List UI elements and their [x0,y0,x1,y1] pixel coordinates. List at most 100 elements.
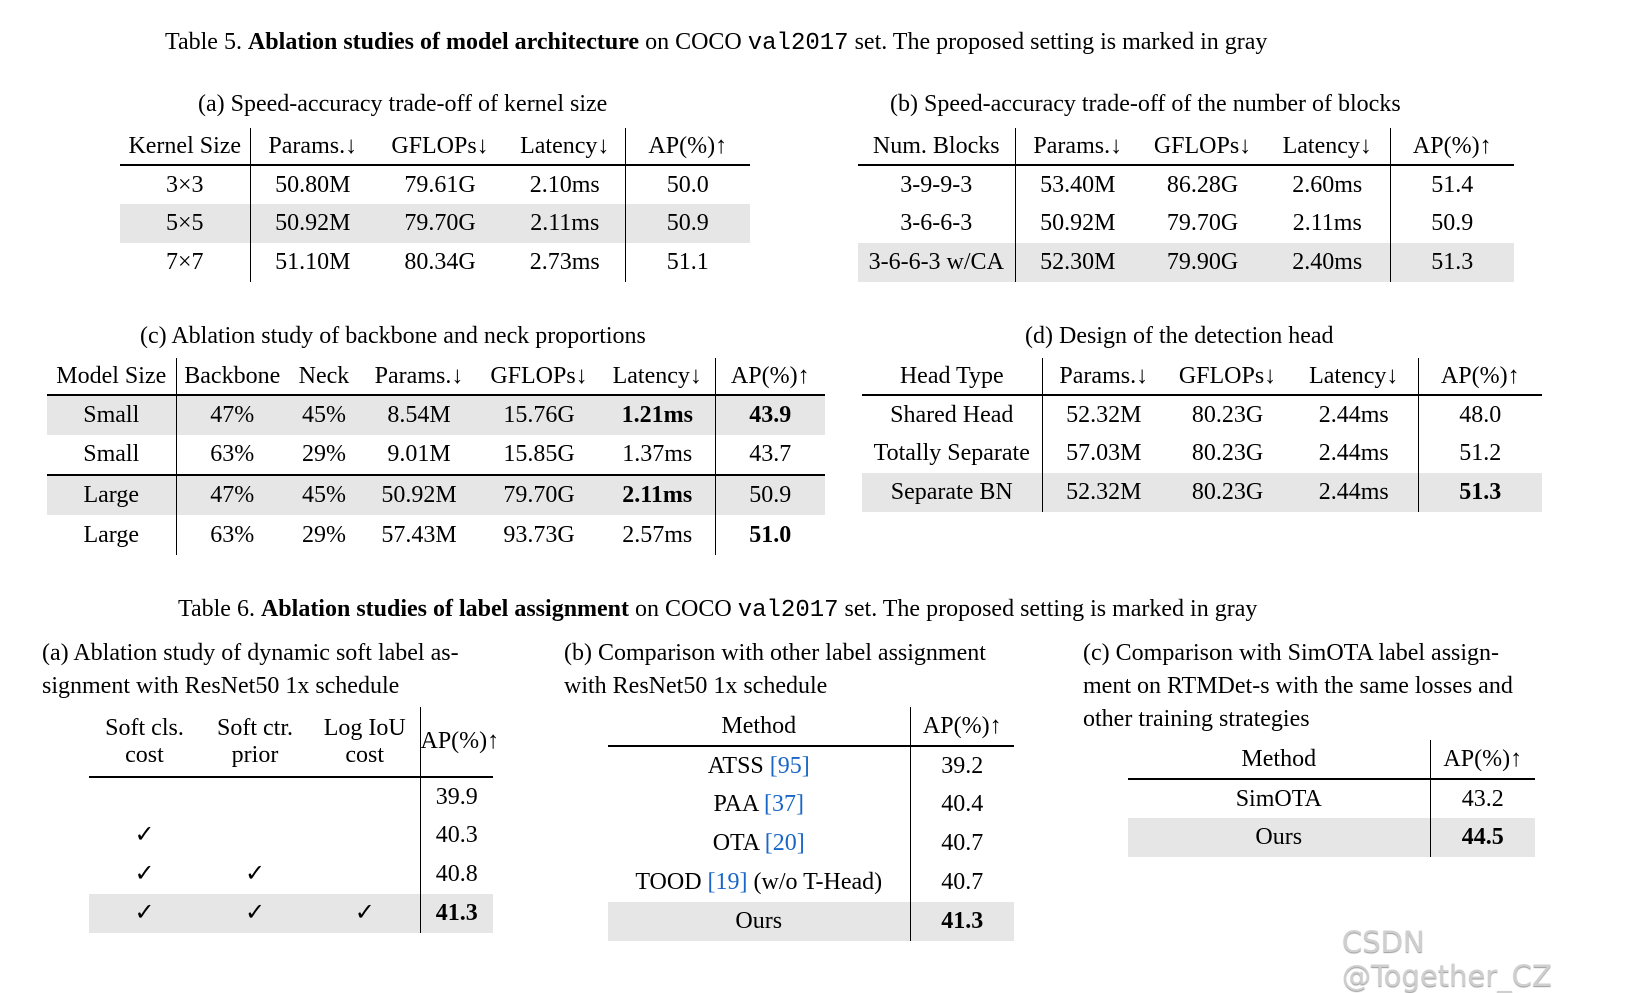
table-cell: 40.7 [910,863,1014,902]
column-header: GFLOPs↓ [478,358,600,396]
cell-text: 3×3 [165,171,204,198]
cell-text: 57.03M [1066,440,1142,467]
cell-text: 15.85G [503,441,575,468]
caption-code: val2017 [737,597,839,624]
table-cell: 2.11ms [600,474,716,515]
cell-text: (w/o T-Head) [747,869,883,896]
citation-link[interactable]: [95] [769,752,810,779]
table-cell: 86.28G [1140,165,1265,204]
table-cell: 40.4 [910,785,1014,824]
header-text: AP(%)↑ [1412,132,1492,159]
header-text: Num. Blocks [872,132,1000,159]
caption-line: signment with ResNet50 1x schedule [42,673,400,699]
column-header: Method [1128,740,1431,780]
table-cell: 45% [288,474,360,515]
cell-text: 1.37ms [622,441,693,468]
column-header: AP(%)↑ [1390,128,1514,166]
cell-text: 80.23G [1191,479,1264,506]
table-cell: ATSS [95] [608,746,911,785]
column-header: Params.↓ [1042,358,1165,396]
header-text: AP(%)↑ [1440,362,1520,389]
table-cell: 15.76G [478,395,600,435]
cell-text: ✓ [244,861,266,888]
table-cell: 43.2 [1430,779,1535,818]
header-text: AP(%)↑ [420,728,500,755]
column-header: AP(%)↑ [1418,358,1542,396]
table-cell: 7×7 [120,243,251,282]
header-text: Method [721,712,797,739]
cell-text: 1.21ms [621,402,693,429]
header-text: prior [231,741,279,768]
checkmark-icon: ✓ [310,894,421,933]
table-cell: 50.9 [715,474,825,515]
cell-text: 8.54M [387,402,451,429]
column-header: GFLOPs↓ [375,128,505,166]
checkmark-icon: ✓ [200,855,310,894]
cell-text: 51.3 [1459,479,1502,506]
table-row: PAA [37] 40.4 [608,785,1014,824]
cell-text: 29% [302,441,346,468]
cell-text: 2.73ms [529,249,600,276]
table-cell: 2.73ms [505,243,626,282]
header-text: AP(%)↑ [1443,745,1523,772]
table-cell: 63% [176,435,288,475]
cell-text: 80.23G [1191,401,1264,428]
table-row: 3×3 50.80M 79.61G 2.10ms 50.0 [120,165,750,204]
table-cell: 29% [288,515,360,555]
column-header: Head Type [862,358,1043,396]
cell-text: 51.1 [666,249,709,276]
table-cell: 80.23G [1165,434,1290,473]
cell-text: 79.61G [404,171,476,198]
cell-text: ATSS [707,752,764,779]
cell-text: 2.44ms [1318,401,1389,428]
column-header: Kernel Size [120,128,251,166]
citation-link[interactable]: [19] [707,869,748,896]
table-cell: 2.44ms [1290,395,1419,434]
table-row: 3-9-9-3 53.40M 86.28G 2.60ms 51.4 [858,165,1514,204]
cell-text: 7×7 [165,249,204,276]
table-cell: 2.10ms [505,165,626,204]
table-cell: 50.92M [250,204,375,243]
header-text: Model Size [56,362,167,389]
cell-text: 63% [210,521,255,548]
caption-title: Ablation studies of label assignment [260,596,630,622]
citation-link[interactable]: [37] [764,791,804,818]
cell-text: 47% [210,482,255,509]
column-header: Latency↓ [1290,358,1419,396]
cell-text: 79.70G [404,210,476,237]
caption-label: Table 6. [178,596,255,622]
cell-text: 50.0 [666,171,709,198]
cell-text: 51.10M [275,249,351,276]
table-cell: 3-6-6-3 [858,204,1016,243]
table-row: Large 47% 45% 50.92M 79.70G 2.11ms 50.9 [47,474,825,515]
header-text: Latency↓ [1309,362,1399,389]
table-cell: 39.9 [420,777,493,816]
watermark: CSDN @Together_CZ [1342,925,1552,993]
table-row: Ours 41.3 [608,902,1014,941]
column-header: Log IoU cost [310,707,421,778]
cell-text: 39.9 [435,783,478,810]
citation-link[interactable]: [20] [764,830,805,857]
cell-text: 63% [210,441,255,468]
table-cell: 2.11ms [505,204,626,243]
column-header: Soft ctr. prior [200,707,310,778]
cell-text: 93.73G [503,521,575,548]
column-header: AP(%)↑ [715,358,825,396]
header-text: cost [125,741,164,768]
table-cell: 52.32M [1042,395,1165,434]
header-row: Method AP(%)↑ [1128,740,1535,780]
header-text: Method [1241,745,1317,772]
table-cell: 1.37ms [600,435,716,475]
cell-text: 2.11ms [530,210,600,237]
table-cell: 2.11ms [1265,204,1391,243]
cell-text: Totally Separate [873,440,1030,467]
table-cell: 47% [176,395,288,435]
cell-text: Separate BN [890,479,1013,506]
cell-text: 2.11ms [1292,210,1362,237]
table-cell: 3-9-9-3 [858,165,1016,204]
cell-text: 45% [302,402,346,429]
column-header: Latency↓ [600,358,716,396]
cell-text: ✓ [134,900,155,927]
cell-text: 15.76G [503,402,575,429]
cell-text: 79.70G [1166,210,1239,237]
